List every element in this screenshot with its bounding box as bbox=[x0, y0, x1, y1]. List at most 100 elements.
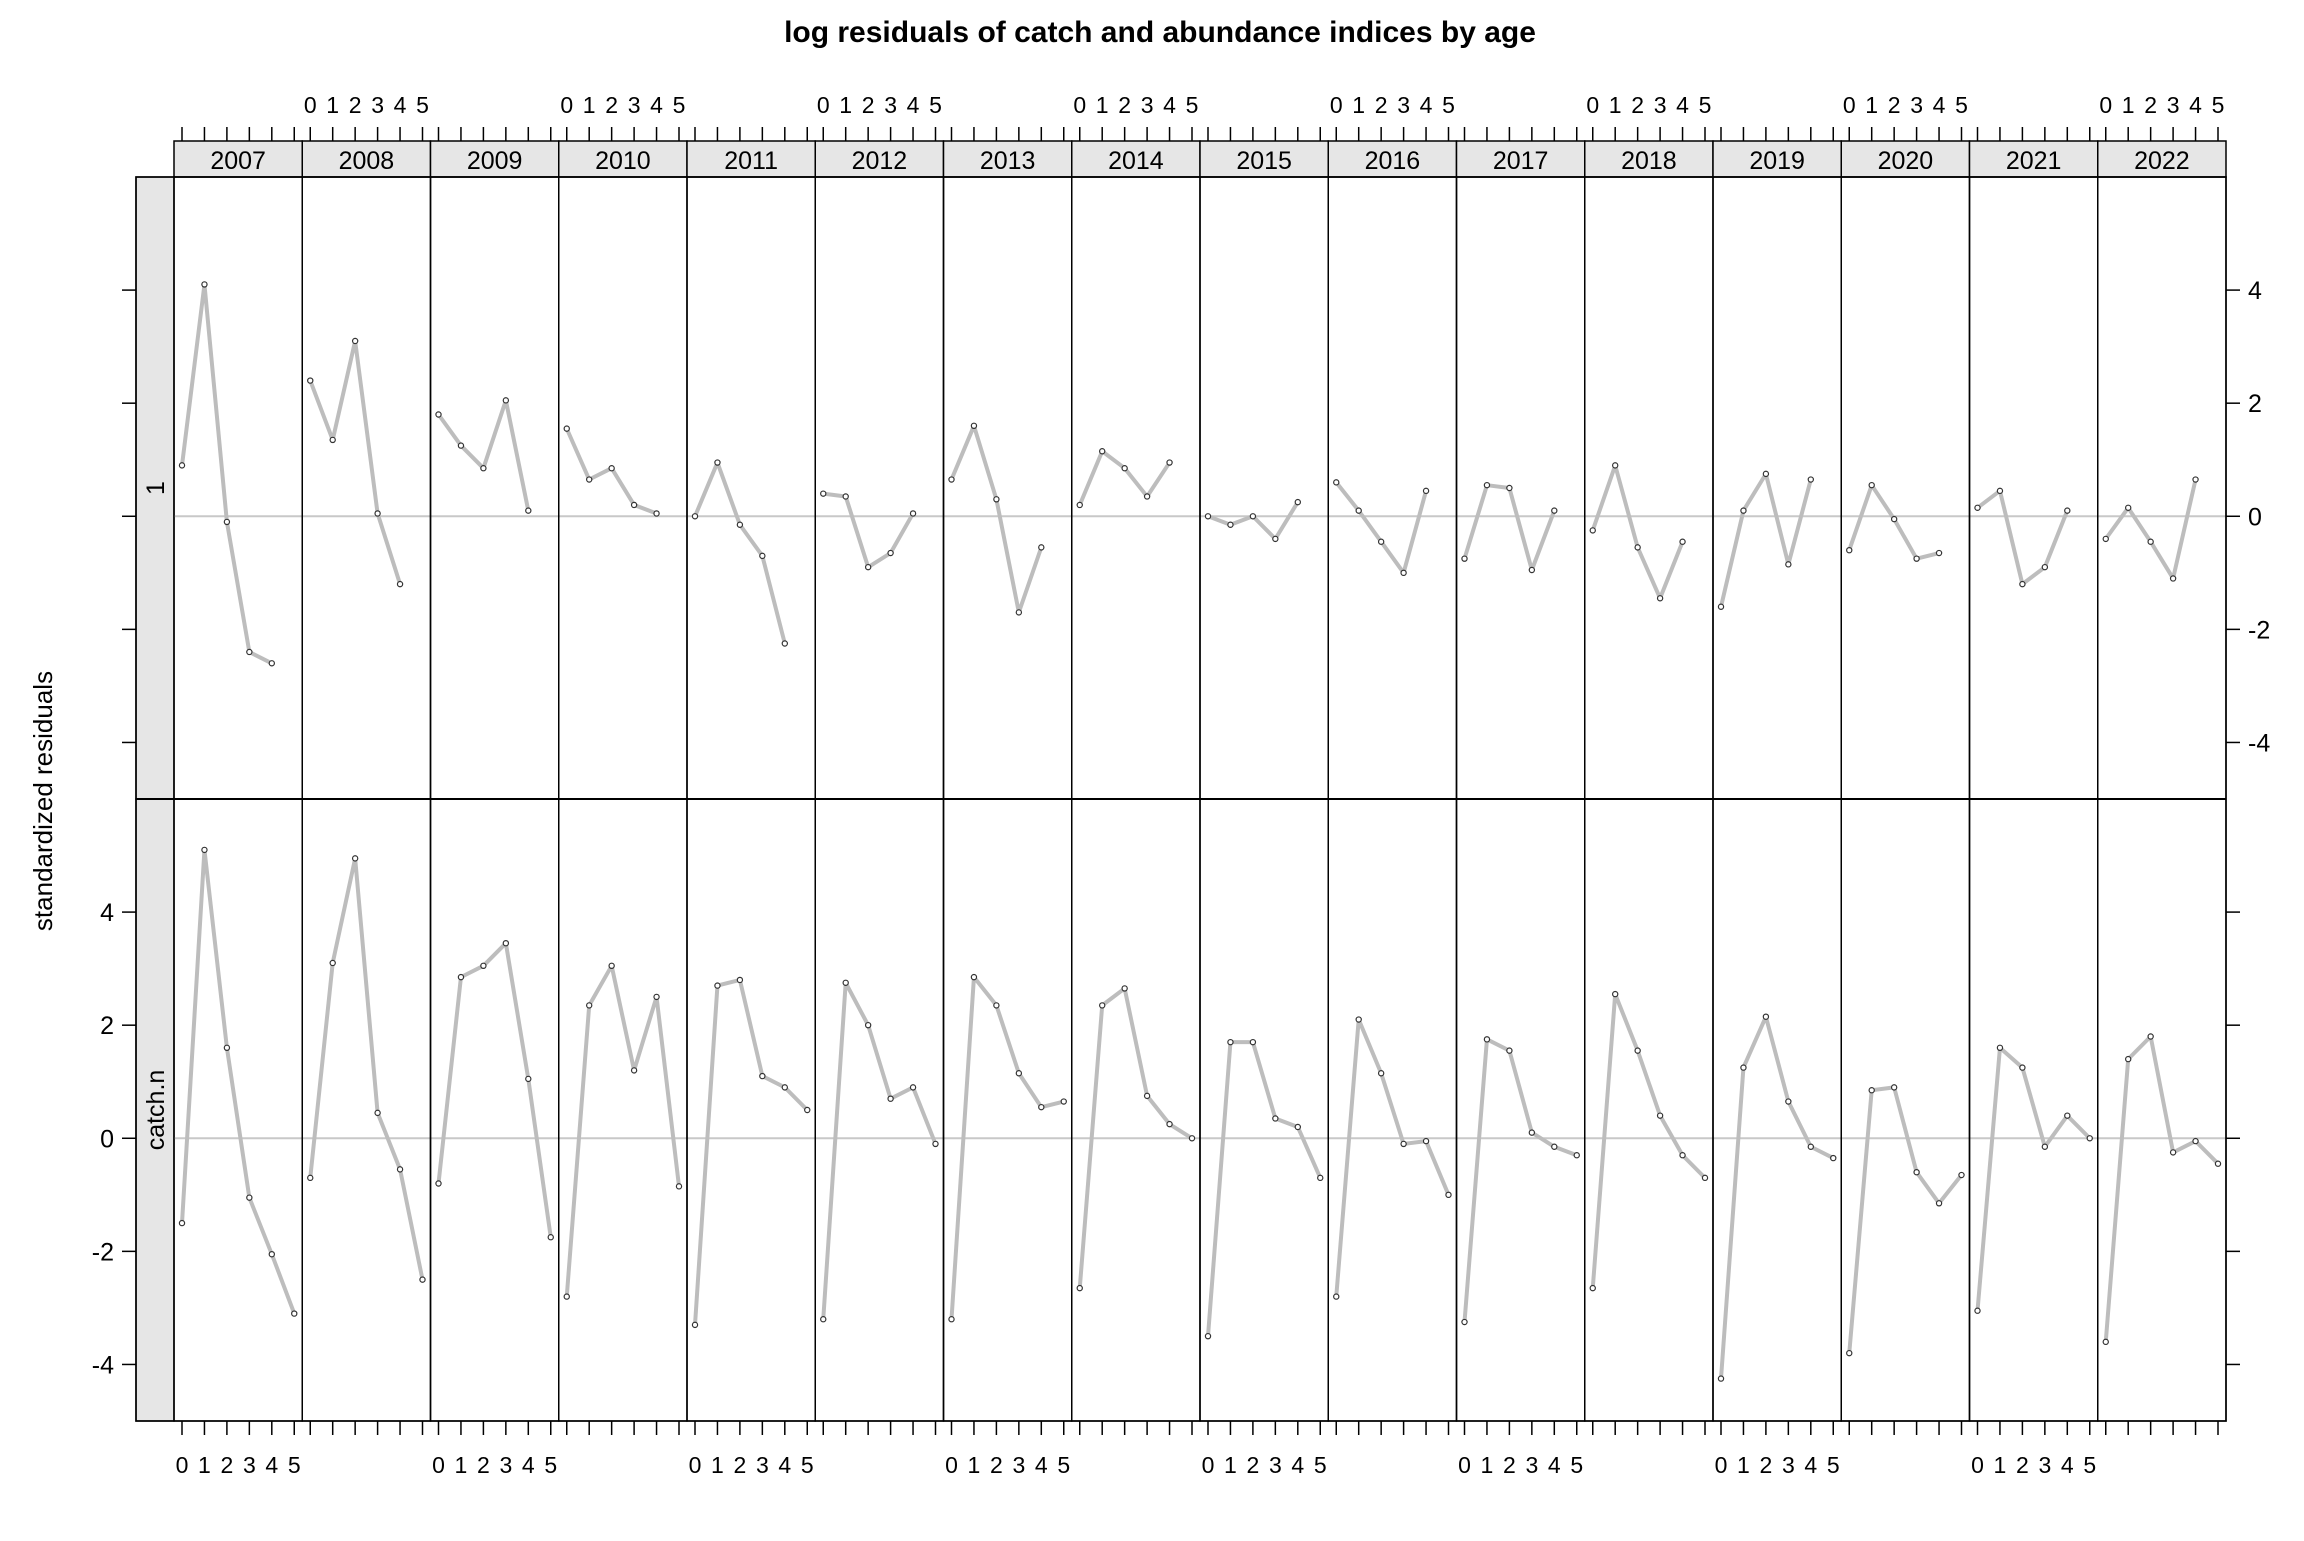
series-line-catch.n-2019 bbox=[1719, 1014, 1835, 1379]
data-point bbox=[1656, 595, 1664, 602]
data-point bbox=[1483, 481, 1491, 489]
data-point bbox=[2064, 507, 2071, 514]
data-point bbox=[1294, 1123, 1302, 1131]
data-point bbox=[2019, 1064, 2026, 1071]
year-label: 2019 bbox=[1749, 147, 1805, 175]
data-point bbox=[820, 490, 827, 497]
data-point bbox=[1445, 1191, 1452, 1199]
x-tick-label-top: 3 bbox=[1397, 92, 1410, 118]
data-point bbox=[1506, 1047, 1513, 1054]
x-tick-label-top: 1 bbox=[326, 92, 339, 118]
data-point bbox=[307, 377, 314, 384]
year-label: 2007 bbox=[210, 147, 266, 175]
data-point bbox=[1528, 1129, 1536, 1136]
x-tick-label-top: 4 bbox=[650, 92, 663, 118]
data-point bbox=[1400, 569, 1407, 577]
y-axis-label: standardized residuals bbox=[28, 671, 58, 931]
data-point bbox=[970, 973, 978, 981]
year-label: 2012 bbox=[852, 147, 908, 175]
data-point bbox=[1890, 1084, 1898, 1091]
series-line-catch.n-2010 bbox=[564, 963, 681, 1297]
data-point bbox=[1679, 1152, 1686, 1159]
data-point bbox=[1974, 504, 1981, 511]
data-point bbox=[932, 1140, 939, 1148]
data-point bbox=[502, 939, 510, 947]
x-tick-label-top: 1 bbox=[1609, 92, 1622, 118]
x-tick-label-bottom: 2 bbox=[1760, 1452, 1773, 1478]
data-point bbox=[201, 846, 208, 854]
data-point bbox=[1294, 498, 1302, 506]
y-tick-label-right: 2 bbox=[2248, 390, 2262, 418]
x-tick-label-top: 3 bbox=[1910, 92, 1923, 118]
x-tick-label-top: 4 bbox=[1676, 92, 1689, 118]
data-point bbox=[457, 973, 465, 981]
data-point bbox=[1038, 1103, 1045, 1111]
data-point bbox=[864, 1021, 872, 1029]
year-strip bbox=[301, 140, 432, 178]
y-tick-label-right: 0 bbox=[2248, 503, 2262, 531]
year-label: 2013 bbox=[980, 147, 1036, 175]
data-point bbox=[1807, 1143, 1815, 1150]
data-point bbox=[480, 962, 487, 970]
data-point bbox=[268, 660, 275, 667]
series-line-1-2015 bbox=[1207, 501, 1300, 541]
data-point bbox=[1098, 448, 1106, 455]
data-point bbox=[1204, 513, 1212, 520]
data-point bbox=[842, 979, 849, 986]
data-point bbox=[2102, 1338, 2109, 1346]
data-point bbox=[691, 513, 699, 520]
data-point bbox=[2192, 1137, 2199, 1145]
data-point bbox=[1355, 507, 1362, 514]
data-point bbox=[691, 1321, 699, 1329]
data-point bbox=[887, 549, 894, 557]
data-point bbox=[1656, 1112, 1664, 1119]
series-line-catch.n-2009 bbox=[436, 941, 553, 1238]
x-tick-label-top: 4 bbox=[1933, 92, 1946, 118]
data-point bbox=[842, 493, 849, 500]
data-point bbox=[1272, 535, 1279, 543]
year-strip bbox=[1584, 140, 1714, 178]
x-tick-label-bottom: 5 bbox=[1827, 1452, 1840, 1478]
year-strip bbox=[2097, 140, 2227, 178]
data-point bbox=[1188, 1135, 1196, 1142]
x-tick-label-bottom: 5 bbox=[1314, 1452, 1327, 1478]
data-point bbox=[201, 281, 208, 288]
year-label: 2021 bbox=[2006, 147, 2062, 175]
data-point bbox=[396, 1166, 404, 1173]
data-point bbox=[909, 1084, 917, 1091]
data-point bbox=[608, 962, 615, 970]
data-point bbox=[1076, 501, 1083, 509]
data-point bbox=[1143, 493, 1151, 500]
data-point bbox=[1762, 470, 1770, 478]
x-tick-label-bottom: 5 bbox=[544, 1452, 557, 1478]
x-tick-label-bottom: 0 bbox=[689, 1452, 702, 1478]
x-tick-label-top: 5 bbox=[1442, 92, 1455, 118]
data-point bbox=[435, 1180, 442, 1187]
series-line-1-2009 bbox=[436, 398, 531, 512]
x-tick-label-bottom: 3 bbox=[1269, 1452, 1282, 1478]
data-point bbox=[781, 640, 789, 647]
data-point bbox=[435, 411, 442, 418]
x-tick-label-top: 2 bbox=[605, 92, 618, 118]
x-tick-label-top: 0 bbox=[2099, 92, 2112, 118]
data-point bbox=[2192, 476, 2199, 483]
x-tick-label-bottom: 0 bbox=[176, 1452, 189, 1478]
data-point bbox=[1461, 555, 1468, 562]
x-tick-label-bottom: 2 bbox=[477, 1452, 490, 1478]
data-point bbox=[736, 521, 744, 528]
data-point bbox=[1422, 487, 1430, 495]
data-point bbox=[1227, 521, 1234, 528]
x-tick-label-bottom: 4 bbox=[2061, 1452, 2074, 1478]
x-tick-label-bottom: 2 bbox=[221, 1452, 234, 1478]
y-tick-label-left: 4 bbox=[100, 899, 114, 927]
data-point bbox=[1913, 555, 1920, 562]
x-tick-label-top: 2 bbox=[1631, 92, 1644, 118]
data-point bbox=[351, 337, 359, 345]
series-line-1-2019 bbox=[1719, 471, 1813, 608]
data-point bbox=[1121, 465, 1128, 472]
data-point bbox=[1249, 513, 1257, 520]
x-tick-label-bottom: 4 bbox=[1035, 1452, 1048, 1478]
x-tick-label-top: 4 bbox=[907, 92, 920, 118]
data-point bbox=[1890, 515, 1898, 523]
series-line-catch.n-2020 bbox=[1847, 1085, 1964, 1354]
